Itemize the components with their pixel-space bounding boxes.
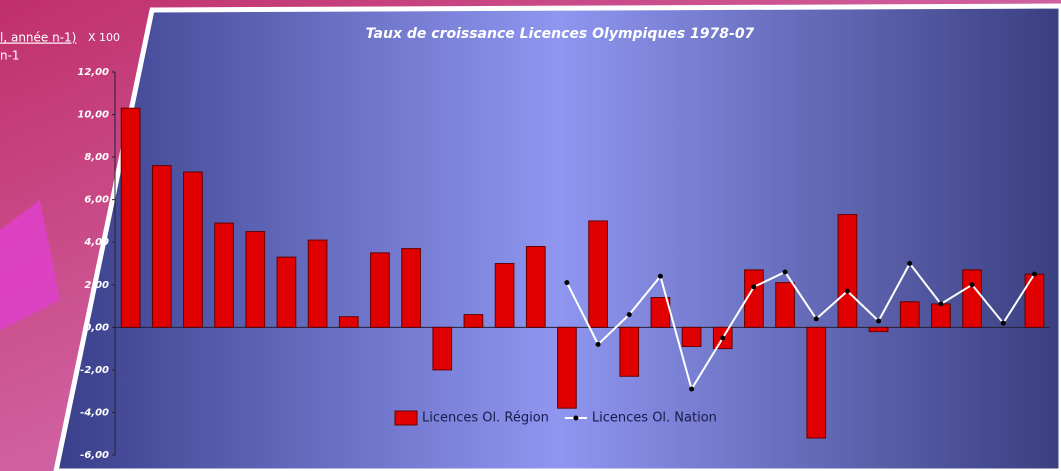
bar [932, 304, 951, 327]
y-tick-label: 0,00 [84, 322, 109, 333]
point [564, 280, 569, 285]
bar [776, 283, 795, 328]
formula-text: X 100 [88, 31, 120, 44]
y-tick-label: 6,00 [84, 195, 109, 206]
bar [620, 327, 639, 376]
legend-swatch [573, 416, 578, 421]
legend-swatch [395, 411, 417, 425]
bar [215, 223, 234, 327]
bar [308, 240, 327, 327]
point [783, 270, 788, 275]
point [970, 282, 975, 287]
bar [339, 317, 358, 328]
bar [589, 221, 608, 327]
bar [807, 327, 826, 438]
legend-label: Licences Ol. Région [422, 411, 549, 426]
bar [152, 166, 171, 328]
point [845, 289, 850, 294]
bar [900, 302, 919, 328]
y-tick-label: -6,00 [80, 450, 109, 461]
bar [838, 215, 857, 328]
point [596, 342, 601, 347]
chart-title: Taux de croissance Licences Olympiques 1… [366, 26, 755, 42]
point [1001, 321, 1006, 326]
point [720, 335, 725, 340]
page: {"formula_fragments": ["l, année n-1)", … [0, 0, 1061, 471]
point [876, 318, 881, 323]
y-tick-label: -2,00 [80, 365, 109, 376]
formula-text: l, année n-1) [0, 31, 76, 45]
point [751, 284, 756, 289]
y-tick-label: 10,00 [77, 110, 109, 121]
bar [121, 108, 140, 327]
bar [1025, 274, 1044, 327]
y-tick-label: 4,00 [83, 237, 109, 248]
point [627, 312, 632, 317]
point [938, 301, 943, 306]
point [814, 316, 819, 321]
bar [526, 246, 545, 327]
bar [246, 232, 265, 328]
bar [371, 253, 390, 327]
y-tick-label: -4,00 [80, 407, 109, 418]
bar [558, 327, 577, 408]
bar [495, 264, 514, 328]
bar [464, 315, 483, 328]
legend-label: Licences Ol. Nation [592, 411, 717, 426]
bar [682, 327, 701, 346]
slide: l, année n-1) X 100 n-1 Taux de croissan… [0, 0, 1061, 471]
y-tick-label: 12,00 [77, 67, 109, 78]
bar [184, 172, 203, 327]
bar [869, 327, 888, 331]
point [658, 274, 663, 279]
y-tick-label: 2,00 [84, 280, 109, 291]
formula-text: n-1 [0, 49, 20, 63]
bar [402, 249, 421, 328]
point [907, 261, 912, 266]
y-tick-label: 8,00 [84, 152, 109, 163]
point [1032, 272, 1037, 277]
bar [963, 270, 982, 327]
bar [433, 327, 452, 370]
bar [277, 257, 296, 327]
point [689, 387, 694, 392]
